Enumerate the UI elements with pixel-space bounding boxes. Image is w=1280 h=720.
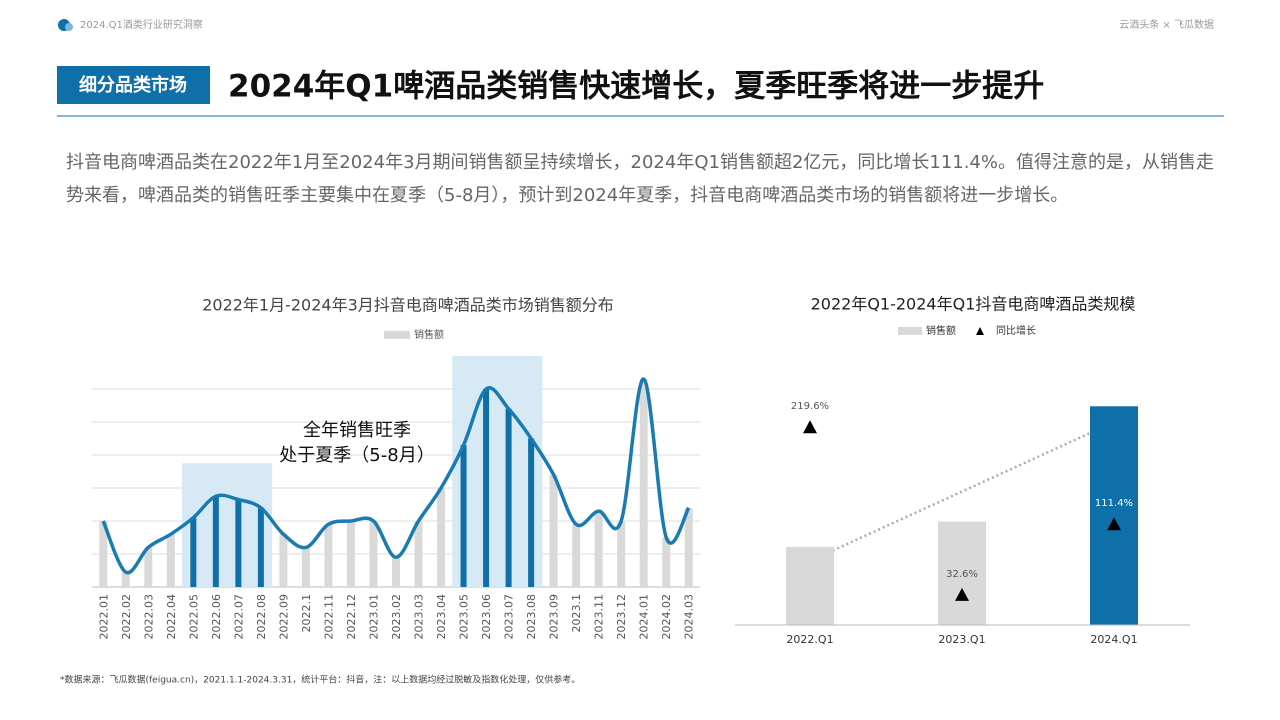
annotation: 处于夏季（5-8月） xyxy=(279,445,434,466)
chart-title: 2022年Q1-2024年Q1抖音电商啤酒品类规模 xyxy=(811,295,1136,314)
bar xyxy=(144,547,153,587)
x-tick-label: 2023.08 xyxy=(525,594,538,640)
x-tick-label: 2022.11 xyxy=(322,594,335,640)
season-highlight xyxy=(182,463,273,587)
footnote: *数据来源：飞瓜数据(feigua.cn)，2021.1.1-2024.3.31… xyxy=(60,674,580,686)
x-tick-label: 2024.02 xyxy=(660,594,673,640)
x-tick-label: 2022.05 xyxy=(187,594,200,640)
x-tick-label: 2022.09 xyxy=(277,594,290,640)
x-tick-label: 2022.06 xyxy=(210,594,223,640)
x-tick-label: 2023.09 xyxy=(548,594,561,640)
bar xyxy=(938,521,986,625)
report-name: 2024.Q1酒类行业研究洞察 xyxy=(80,18,203,31)
x-tick-label: 2023.11 xyxy=(593,594,606,640)
legend-label: 销售额 xyxy=(926,324,956,337)
bar xyxy=(279,534,288,587)
bar xyxy=(414,521,423,587)
x-tick-label: 2023.12 xyxy=(615,594,628,640)
title: 2024年Q1啤酒品类销售快速增长，夏季旺季将进一步提升 xyxy=(228,69,1044,105)
x-tick-label: 2022.01 xyxy=(97,594,110,640)
x-tick-label: 2024.01 xyxy=(638,594,651,640)
x-tick-label: 2024.03 xyxy=(683,594,696,640)
legend-swatch xyxy=(898,327,922,335)
legend-label: 销售额 xyxy=(414,328,444,341)
bar xyxy=(324,524,333,587)
legend-marker xyxy=(976,327,984,335)
legend-swatch xyxy=(384,331,410,339)
x-tick-label: 2022.12 xyxy=(345,594,358,640)
logo xyxy=(65,23,73,31)
bar xyxy=(594,511,603,587)
bar xyxy=(235,499,242,587)
chart-title: 2022年1月-2024年3月抖音电商啤酒品类市场销售额分布 xyxy=(202,296,614,315)
bar xyxy=(505,408,512,587)
tag-box xyxy=(57,66,210,104)
growth-marker xyxy=(803,420,817,434)
bar xyxy=(392,557,400,587)
legend-label: 同比增长 xyxy=(996,324,1036,337)
bar xyxy=(786,546,834,625)
bar xyxy=(483,389,490,587)
x-tick-label: 2023.Q1 xyxy=(938,633,985,646)
x-tick-label: 2023.03 xyxy=(413,594,426,640)
bar xyxy=(346,521,355,587)
bar xyxy=(437,488,446,587)
bar xyxy=(301,547,310,587)
bar xyxy=(121,572,130,587)
source: 云酒头条 × 飞瓜数据 xyxy=(1119,18,1214,31)
x-tick-label: 2022.07 xyxy=(232,594,245,640)
value-label: 219.6% xyxy=(791,401,829,412)
bar xyxy=(639,379,648,587)
bar xyxy=(617,521,626,587)
trend-line xyxy=(809,421,1113,563)
trend-curve xyxy=(101,377,691,575)
x-tick-label: 2022.Q1 xyxy=(786,633,833,646)
growth-marker xyxy=(955,587,969,601)
value-label: 111.4% xyxy=(1095,498,1133,509)
value-label: 32.6% xyxy=(946,569,978,580)
bar xyxy=(549,474,558,587)
x-tick-label: 2023.04 xyxy=(435,594,448,640)
x-tick-label: 2022.03 xyxy=(142,594,155,640)
tag: 细分品类市场 xyxy=(79,74,187,96)
x-tick-label: 2022.1 xyxy=(300,594,313,633)
bar xyxy=(684,507,693,587)
x-tick-label: 2023.07 xyxy=(503,594,516,640)
x-tick-label: 2024.Q1 xyxy=(1090,633,1137,646)
x-tick-label: 2023.06 xyxy=(480,594,493,640)
bar xyxy=(166,534,175,587)
bar xyxy=(190,517,197,587)
bar xyxy=(460,445,467,587)
x-tick-label: 2022.08 xyxy=(255,594,268,640)
x-tick-label: 2023.01 xyxy=(367,594,380,640)
bar xyxy=(99,521,108,587)
bar xyxy=(662,537,671,587)
bar xyxy=(212,496,219,587)
paragraph: 抖音电商啤酒品类在2022年1月至2024年3月期间销售额呈持续增长，2024年… xyxy=(66,152,1215,206)
x-tick-label: 2022.02 xyxy=(120,594,133,640)
x-tick-label: 2022.04 xyxy=(165,594,178,640)
x-tick-label: 2023.05 xyxy=(458,594,471,640)
bar xyxy=(369,521,378,587)
x-tick-label: 2023.1 xyxy=(570,594,583,633)
bar xyxy=(1090,406,1138,625)
annotation: 全年销售旺季 xyxy=(303,420,411,441)
growth-marker xyxy=(1107,517,1121,531)
x-tick-label: 2023.02 xyxy=(390,594,403,640)
bar xyxy=(257,507,264,587)
bar xyxy=(572,524,581,587)
bar xyxy=(528,438,535,587)
